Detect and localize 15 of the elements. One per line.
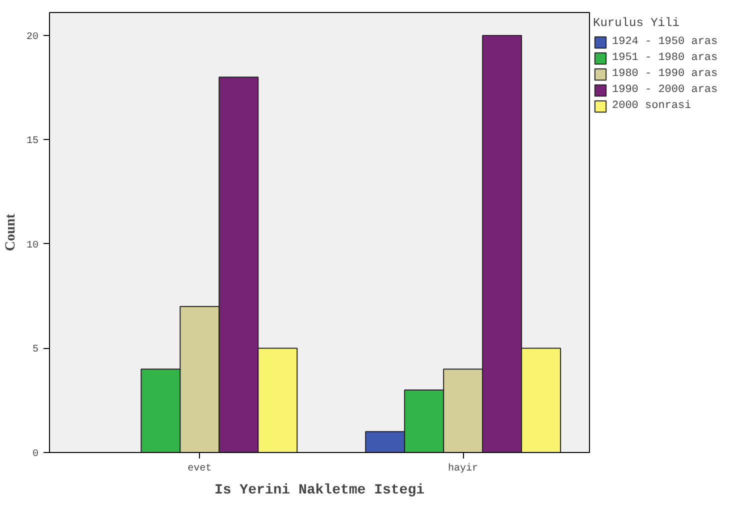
legend-label: 1990 - 2000 aras: [612, 83, 718, 97]
y-tick-label: 15: [26, 136, 39, 148]
y-axis-title: Count: [4, 213, 18, 252]
x-axis-title: Is Yerini Nakletme Istegi: [214, 482, 425, 498]
y-tick-label: 20: [26, 32, 39, 43]
y-tick-label: 0: [32, 449, 39, 460]
x-tick-label: hayir: [448, 462, 478, 474]
y-tick-label: 5: [32, 344, 39, 356]
y-tick-label: 10: [26, 240, 39, 252]
legend-label: 1924 - 1950 aras: [612, 35, 718, 49]
legend-label: 2000 sonrasi: [612, 99, 692, 113]
legend-title: Kurulus Yili: [593, 16, 680, 30]
legend-label: 1980 - 1990 aras: [612, 67, 718, 81]
x-tick-label: evet: [188, 464, 212, 474]
legend-label: 1951 - 1980 aras: [612, 51, 718, 65]
